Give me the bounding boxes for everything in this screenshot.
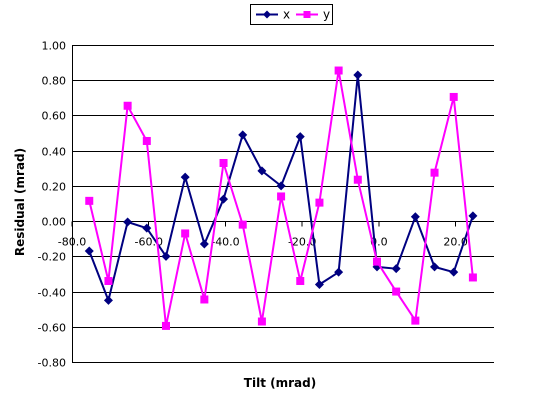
data-point-x xyxy=(391,264,401,274)
data-point-x xyxy=(449,267,459,277)
data-point-x xyxy=(314,280,324,290)
y-axis-title: Residual (mrad) xyxy=(13,148,27,256)
data-point-y xyxy=(392,287,401,296)
legend-item-y: y xyxy=(296,8,330,22)
data-point-x xyxy=(334,267,344,277)
series-y xyxy=(85,66,477,330)
data-point-x xyxy=(353,70,363,80)
data-point-x xyxy=(276,181,286,191)
data-point-y xyxy=(200,295,209,304)
legend-label-x: x xyxy=(283,8,290,22)
data-point-y xyxy=(334,66,343,75)
data-point-x xyxy=(161,251,171,261)
series-x xyxy=(84,70,478,305)
data-point-x xyxy=(142,223,152,233)
legend-marker-y xyxy=(303,11,311,18)
y-tick-label: 0.80 xyxy=(42,75,67,88)
data-point-y xyxy=(411,316,420,325)
data-point-y xyxy=(181,229,190,238)
data-point-x xyxy=(468,211,478,221)
x-tick-label: -40.0 xyxy=(211,236,239,249)
x-axis-title: Tilt (mrad) xyxy=(244,376,316,390)
data-point-y xyxy=(372,257,381,266)
y-tick-label: -0.60 xyxy=(38,322,66,335)
data-point-y xyxy=(257,317,266,326)
legend-label-y: y xyxy=(323,8,330,22)
legend-marker-x xyxy=(263,10,271,19)
y-tick-label: 0.60 xyxy=(42,110,67,123)
data-point-y xyxy=(142,136,151,145)
y-tick-label: 0.20 xyxy=(42,181,67,194)
data-point-x xyxy=(238,130,248,140)
y-tick-label: 1.00 xyxy=(42,40,67,53)
data-point-x xyxy=(430,262,440,272)
data-point-y xyxy=(123,101,132,110)
data-point-y xyxy=(315,198,324,207)
data-point-x xyxy=(123,217,133,227)
y-tick-label: 0.40 xyxy=(42,146,67,159)
x-tick-label: -80.0 xyxy=(58,236,86,249)
y-tick-label: -0.80 xyxy=(38,357,66,370)
data-point-x xyxy=(180,172,190,182)
data-point-y xyxy=(277,192,286,201)
data-point-x xyxy=(219,194,229,204)
data-point-y xyxy=(296,276,305,285)
data-point-x xyxy=(103,295,113,305)
series-layer xyxy=(84,66,478,330)
data-point-x xyxy=(84,246,94,256)
data-point-y xyxy=(430,168,439,177)
data-point-y xyxy=(468,273,477,282)
data-point-x xyxy=(410,212,420,222)
data-point-x xyxy=(295,132,305,142)
data-point-y xyxy=(449,92,458,101)
data-point-y xyxy=(353,175,362,184)
data-point-x xyxy=(257,166,267,176)
y-tick-label: -0.20 xyxy=(38,251,66,264)
legend-box xyxy=(250,4,333,25)
y-tick-label: 0.00 xyxy=(42,216,67,229)
x-tick-label: -60.0 xyxy=(134,236,162,249)
y-tick-label: -0.40 xyxy=(38,287,66,300)
data-point-y xyxy=(104,276,113,285)
data-point-y xyxy=(85,196,94,205)
data-point-x xyxy=(199,239,209,249)
data-point-y xyxy=(219,158,228,167)
data-point-y xyxy=(238,220,247,229)
x-tick-label: 20.0 xyxy=(443,236,468,249)
data-point-y xyxy=(161,321,170,330)
legend-item-x: x xyxy=(256,8,290,22)
